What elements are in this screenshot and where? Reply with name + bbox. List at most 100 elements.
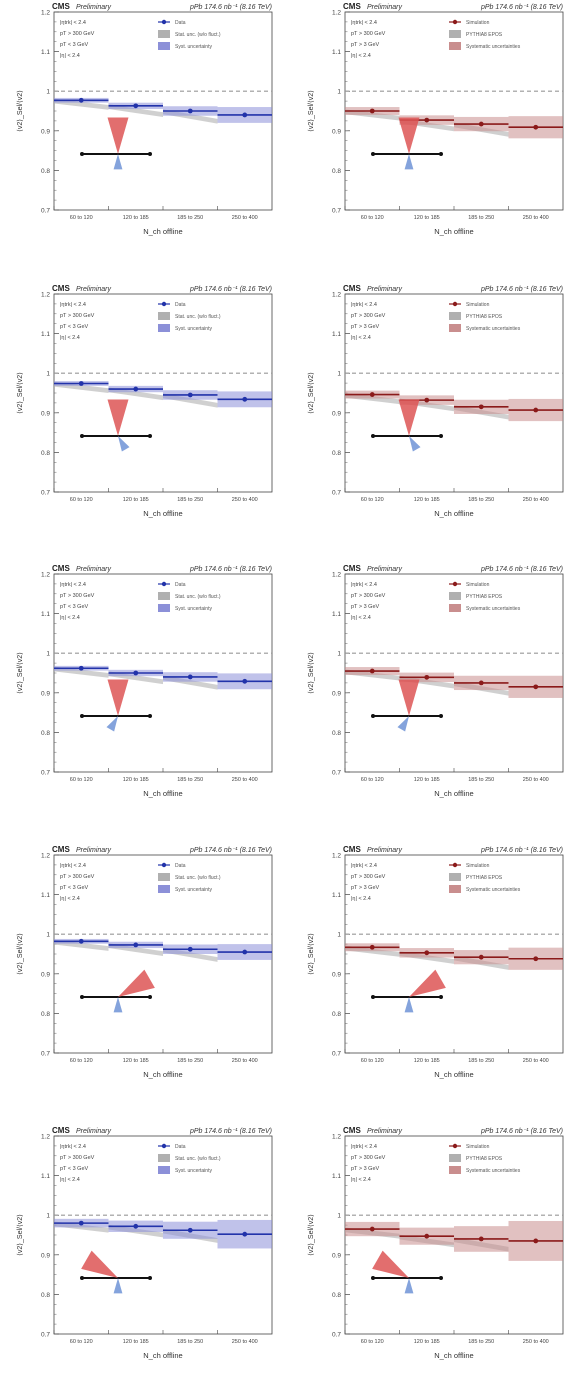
x-tick-label: 60 to 120 — [361, 777, 384, 783]
y-tick-label: 1.2 — [332, 1134, 341, 1141]
legend-label: Simulation — [466, 1144, 490, 1150]
y-tick-label: 0.8 — [41, 1011, 50, 1018]
legend-box-marker — [449, 873, 461, 881]
schematic-end-left — [80, 1276, 84, 1280]
panel-7: CMS Preliminary pPb 174.6 nb⁻¹ (8.16 TeV) 1… — [16, 845, 273, 1079]
legend-box-marker — [158, 873, 170, 881]
y-tick-label: 1.1 — [332, 49, 341, 56]
x-axis-label: N_ch offline — [434, 227, 473, 236]
legend-label: Data — [175, 20, 186, 26]
lumi-label: pPb 174.6 nb⁻¹ (8.16 TeV) — [189, 847, 272, 854]
x-tick-label: 185 to 250 — [177, 215, 203, 221]
x-tick-label: 120 to 185 — [414, 1058, 440, 1064]
y-tick-label: 0.9 — [41, 128, 50, 135]
legend-label: PYTHIA8 EPOS — [466, 314, 503, 320]
lumi-label: pPb 174.6 nb⁻¹ (8.16 TeV) — [189, 566, 272, 573]
lumi-label: pPb 174.6 nb⁻¹ (8.16 TeV) — [480, 1128, 563, 1135]
x-tick-label: 60 to 120 — [361, 1339, 384, 1345]
x-tick-label: 185 to 250 — [468, 1058, 494, 1064]
x-tick-label: 60 to 120 — [70, 1339, 93, 1345]
legend-label: Systematic uncertainties — [466, 887, 521, 893]
legend-box-marker — [158, 30, 170, 38]
schematic-end-right — [148, 152, 152, 156]
x-tick-label: 120 to 185 — [123, 777, 149, 783]
panel-9: CMS Preliminary pPb 174.6 nb⁻¹ (8.16 TeV) 1… — [16, 1126, 273, 1360]
x-tick-label: 185 to 250 — [468, 215, 494, 221]
cut-label: pT > 300 GeV — [351, 874, 386, 880]
legend-label: Simulation — [466, 20, 490, 26]
cut-label: pT > 300 GeV — [60, 593, 95, 599]
x-axis-label: N_ch offline — [434, 1351, 473, 1360]
y-tick-label: 1.2 — [41, 292, 50, 299]
schematic-end-left — [80, 152, 84, 156]
data-point — [533, 124, 539, 130]
legend-point-marker — [452, 19, 458, 25]
legend-point-marker — [161, 301, 167, 307]
y-tick-label: 1 — [337, 932, 341, 939]
y-tick-label: 0.8 — [332, 730, 341, 737]
cut-label: |η| < 2.4 — [351, 335, 371, 341]
x-tick-label: 185 to 250 — [468, 497, 494, 503]
y-tick-label: 1.1 — [332, 892, 341, 899]
model-band — [345, 945, 509, 970]
data-point — [187, 946, 193, 952]
y-tick-label: 0.7 — [332, 490, 341, 497]
x-tick-label: 60 to 120 — [70, 777, 93, 783]
x-tick-label: 250 to 400 — [232, 1339, 258, 1345]
cut-label: pT < 3 GeV — [60, 885, 89, 891]
y-axis-label: ⟨v2⟩_Sel/⟨v2⟩ — [307, 90, 315, 132]
schematic-end-right — [148, 434, 152, 438]
cone-icon-leading — [107, 117, 129, 154]
model-band — [54, 939, 218, 962]
legend-point-marker — [161, 1143, 167, 1149]
legend-box-marker — [449, 592, 461, 600]
y-tick-label: 0.8 — [332, 450, 341, 457]
y-tick-label: 0.7 — [332, 208, 341, 215]
x-tick-label: 250 to 400 — [523, 777, 549, 783]
x-tick-label: 120 to 185 — [414, 1339, 440, 1345]
cone-icon-leading — [409, 969, 446, 997]
x-tick-label: 60 to 120 — [361, 1058, 384, 1064]
cone-icon-subleading — [113, 997, 123, 1013]
panel-5: CMS Preliminary pPb 174.6 nb⁻¹ (8.16 TeV) 1… — [16, 564, 273, 798]
model-band — [345, 393, 509, 420]
cut-label: pT > 3 GeV — [351, 1166, 380, 1172]
data-point — [533, 956, 539, 962]
data-point — [424, 117, 430, 123]
y-tick-label: 1.2 — [332, 10, 341, 17]
preliminary-label: Preliminary — [76, 4, 112, 11]
preliminary-label: Preliminary — [367, 4, 403, 11]
cut-label: pT > 3 GeV — [351, 42, 380, 48]
legend-point-marker — [452, 301, 458, 307]
model-band — [345, 669, 509, 696]
preliminary-label: Preliminary — [76, 566, 112, 573]
data-point — [478, 1236, 484, 1242]
x-axis-label: N_ch offline — [434, 789, 473, 798]
legend-box-marker — [449, 324, 461, 332]
y-tick-label: 1.2 — [41, 10, 50, 17]
schematic-end-right — [439, 152, 443, 156]
schematic-end-right — [148, 995, 152, 999]
y-tick-label: 1.2 — [332, 572, 341, 579]
data-point — [478, 954, 484, 960]
schematic-end-left — [371, 152, 375, 156]
legend-label: Stat. unc. (w/o fluct.) — [175, 594, 221, 600]
preliminary-label: Preliminary — [367, 1128, 403, 1135]
cut-label: pT > 3 GeV — [351, 604, 380, 610]
y-tick-label: 0.7 — [41, 770, 50, 777]
x-tick-label: 185 to 250 — [468, 1339, 494, 1345]
legend-box-marker — [158, 885, 170, 893]
cms-label: CMS — [343, 564, 361, 573]
y-tick-label: 0.7 — [41, 490, 50, 497]
lumi-label: pPb 174.6 nb⁻¹ (8.16 TeV) — [189, 4, 272, 11]
legend-box-marker — [449, 1166, 461, 1174]
cone-icon-leading — [398, 399, 420, 436]
x-axis-label: N_ch offline — [143, 227, 182, 236]
x-tick-label: 120 to 185 — [414, 497, 440, 503]
y-tick-label: 1.1 — [41, 892, 50, 899]
x-tick-label: 60 to 120 — [361, 215, 384, 221]
x-tick-label: 250 to 400 — [232, 777, 258, 783]
legend-box-marker — [158, 1154, 170, 1162]
y-tick-label: 1.1 — [41, 611, 50, 618]
legend-box-marker — [449, 1154, 461, 1162]
